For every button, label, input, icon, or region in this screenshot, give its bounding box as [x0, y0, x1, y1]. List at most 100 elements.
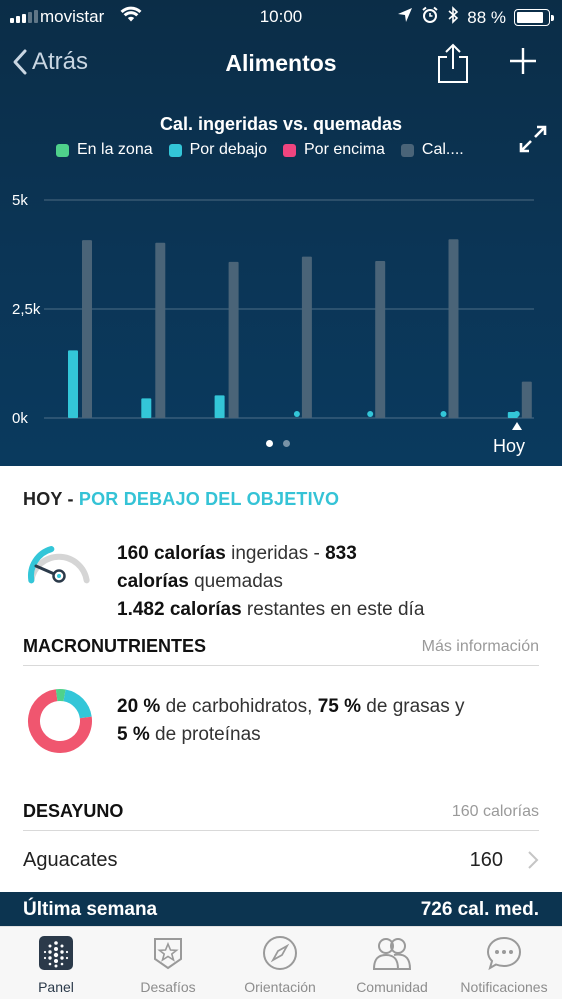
share-button[interactable]	[436, 42, 470, 89]
back-button[interactable]: Atrás	[12, 48, 88, 76]
today-status: POR DEBAJO DEL OBJETIVO	[78, 489, 340, 509]
alarm-icon	[421, 6, 439, 29]
dashboard-icon	[39, 936, 73, 970]
tab-label: Orientación	[244, 979, 316, 995]
food-calories: 160	[469, 849, 503, 871]
tab-label: Panel	[38, 979, 74, 995]
signal-icon	[10, 10, 38, 23]
y-tick-label: 0k	[12, 410, 28, 427]
bar-por-debajo[interactable]	[293, 411, 300, 417]
legend-swatch	[168, 143, 182, 157]
back-label: Atrás	[32, 48, 89, 75]
page-title: Alimentos	[225, 50, 337, 76]
summary-text: de proteínas	[149, 724, 261, 745]
gauge-track	[28, 553, 90, 584]
bar-por-debajo[interactable]	[367, 411, 374, 417]
more-info-link[interactable]: Más información	[421, 638, 539, 655]
legend-swatch	[400, 143, 414, 157]
summary-text: ingeridas -	[225, 543, 326, 564]
expand-chart-button[interactable]	[518, 124, 548, 159]
breakfast-title: DESAYUNO	[23, 801, 124, 821]
calories-burned: 833	[325, 543, 357, 564]
summary-text: de carbohidratos,	[160, 696, 318, 717]
legend-swatch	[56, 143, 69, 157]
bar-cal-[interactable]	[375, 261, 386, 418]
bar-cal-[interactable]	[521, 381, 532, 418]
battery-icon	[514, 9, 554, 26]
last-week-average: 726 cal. med.	[420, 899, 539, 920]
chart-legend: En la zona Por debajo Por encima Cal....	[56, 141, 464, 159]
macros-summary: 20 % de carbohidratos, 75 % de grasas y …	[117, 693, 537, 749]
calories-remaining: 1.482 calorías	[117, 599, 242, 620]
today-label: HOY	[23, 489, 63, 509]
tab-label: Comunidad	[356, 979, 428, 995]
header-area: movistar 10:00 88 % Atrás Alimentos	[0, 0, 562, 466]
legend-label: Por debajo	[189, 141, 267, 158]
legend-item-calorias[interactable]: Cal....	[400, 141, 464, 159]
macros-title: MACRONUTRIENTES	[23, 636, 206, 656]
bar-por-debajo[interactable]	[507, 412, 518, 418]
tab-comunidad[interactable]: Comunidad	[336, 927, 448, 999]
share-icon	[438, 43, 468, 83]
battery-percent: 88 %	[467, 7, 506, 27]
clock: 10:00	[259, 7, 303, 26]
tab-desafios[interactable]: Desafíos	[112, 927, 224, 999]
legend-swatch	[283, 143, 296, 157]
food-item-row[interactable]: Aguacates 160	[23, 844, 539, 876]
donut-slice-grasas	[28, 689, 92, 754]
calorie-summary: 160 calorías ingeridas - 833 calorías qu…	[117, 540, 537, 624]
legend-label: En la zona	[77, 141, 153, 158]
food-name: Aguacates	[23, 849, 118, 871]
calories-bar-chart[interactable]: 5k 2,5k 0k	[0, 180, 562, 430]
legend-label: Cal....	[421, 141, 464, 158]
legend-item-por-encima[interactable]: Por encima	[283, 141, 385, 159]
compass-icon	[263, 936, 297, 970]
breakfast-calories: 160 calorías	[451, 803, 539, 820]
tab-notificaciones[interactable]: Notificaciones	[448, 927, 560, 999]
today-separator: -	[62, 489, 79, 509]
bar-cal-[interactable]	[228, 261, 239, 418]
carrier-name: movistar	[40, 7, 105, 26]
y-tick-label: 5k	[12, 192, 28, 209]
chevron-right-icon	[528, 851, 539, 869]
today-axis-label: Hoy	[493, 436, 526, 456]
tab-label: Desafíos	[140, 979, 196, 995]
location-arrow-icon	[397, 7, 413, 28]
legend-item-por-debajo[interactable]: Por debajo	[168, 141, 267, 159]
bar-por-debajo[interactable]	[68, 350, 78, 418]
chart-title: Cal. ingeridas vs. quemadas	[159, 114, 403, 134]
bar-cal-[interactable]	[301, 256, 312, 418]
today-status-header: HOY - POR DEBAJO DEL OBJETIVO	[23, 489, 339, 510]
bar-por-debajo[interactable]	[141, 398, 152, 418]
bar-cal-[interactable]	[155, 242, 166, 418]
calorie-gauge-icon	[28, 546, 90, 584]
donut-slice-carbohidratos	[28, 689, 92, 754]
today-marker-icon	[512, 422, 522, 430]
page-dot	[283, 440, 290, 447]
people-icon	[372, 938, 412, 970]
tab-orientacion[interactable]: Orientación	[224, 927, 336, 999]
fat-percent: 75 %	[317, 696, 361, 717]
macros-donut-chart	[28, 689, 92, 754]
bar-por-debajo[interactable]	[440, 411, 447, 417]
expand-icon	[519, 125, 547, 153]
add-button[interactable]	[508, 46, 538, 81]
bar-cal-[interactable]	[82, 240, 92, 418]
gauge-hub-dot	[57, 574, 61, 578]
legend-item-en-la-zona[interactable]: En la zona	[56, 141, 153, 159]
last-week-bar[interactable]: Última semana 726 cal. med.	[0, 892, 562, 926]
carbs-percent: 20 %	[117, 696, 161, 717]
calories-burned-unit: calorías	[117, 571, 189, 592]
navigation-bar: Atrás Alimentos	[0, 34, 562, 94]
legend-label: Por encima	[304, 141, 385, 158]
star-badge-icon	[154, 938, 182, 970]
tab-panel[interactable]: Panel	[0, 927, 112, 999]
bar-cal-[interactable]	[448, 239, 459, 418]
chat-bubble-icon	[486, 936, 522, 971]
last-week-label: Última semana	[23, 899, 158, 920]
tab-bar: Panel Desafíos Orientación Comunidad Not…	[0, 926, 562, 999]
chevron-left-icon	[13, 49, 27, 75]
page-indicator[interactable]	[266, 440, 290, 447]
protein-percent: 5 %	[117, 724, 150, 745]
bar-por-debajo[interactable]	[214, 395, 225, 418]
